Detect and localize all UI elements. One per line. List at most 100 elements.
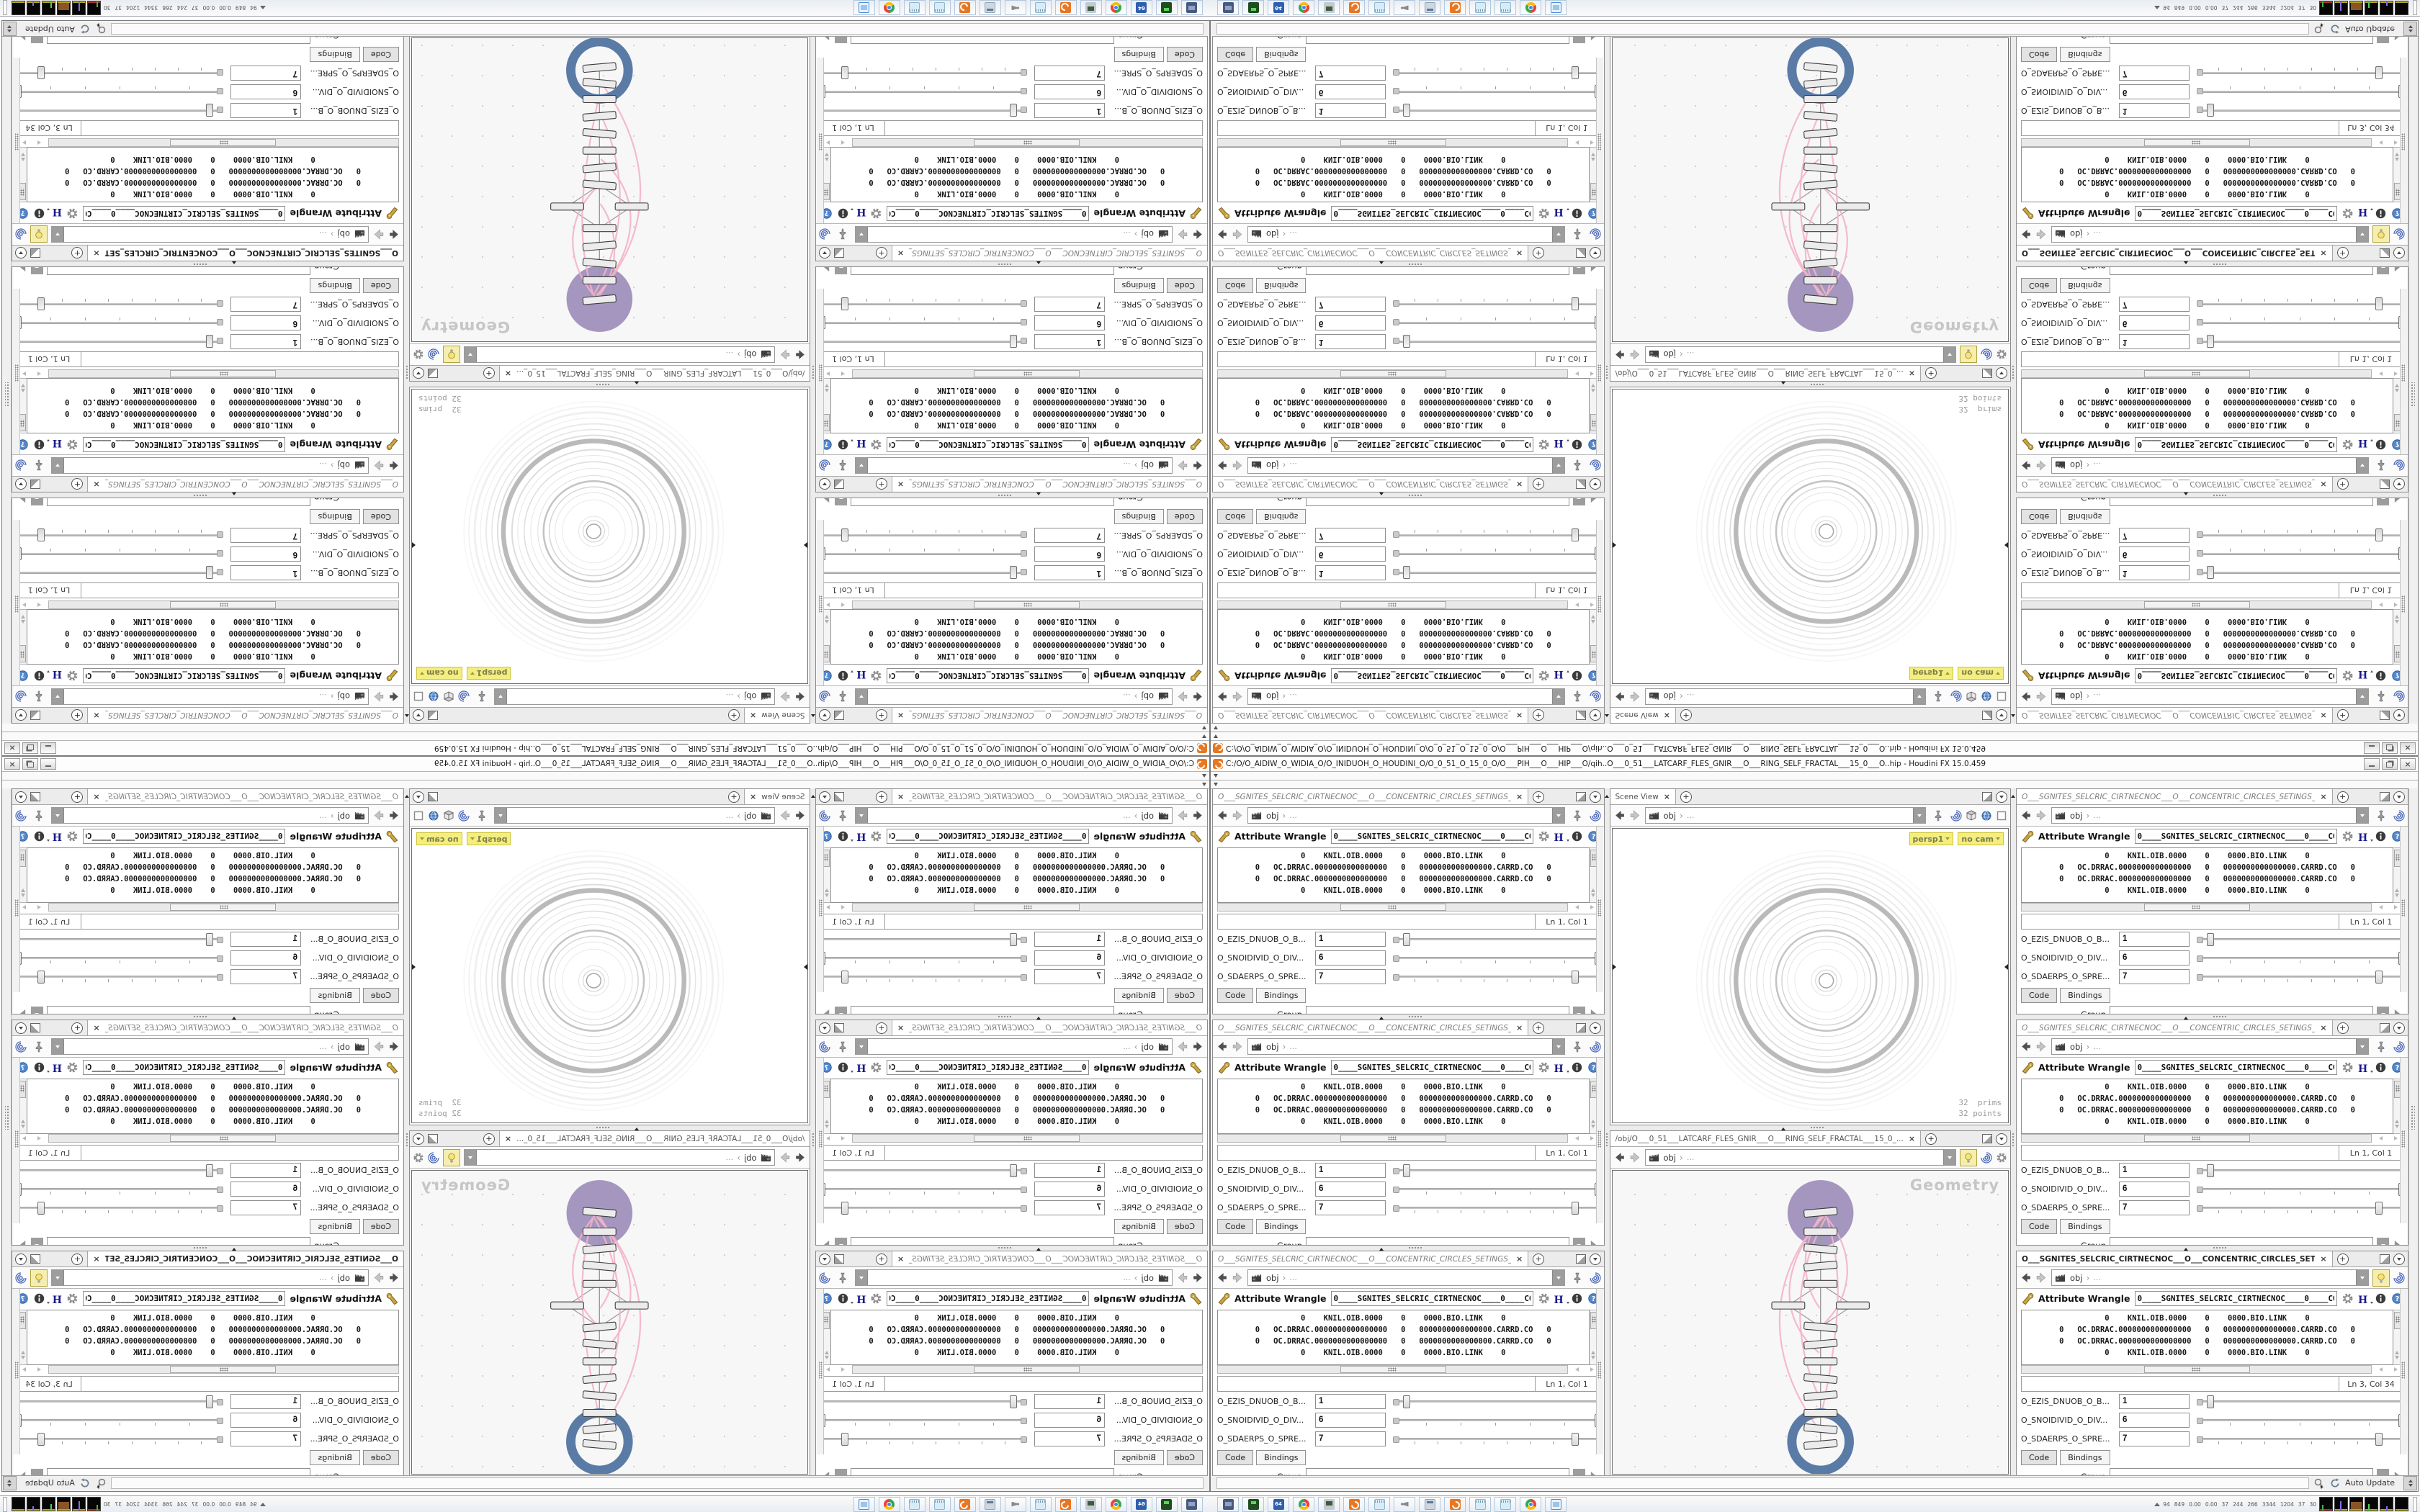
param-value-field[interactable] (1034, 1393, 1105, 1409)
scroll-left-button[interactable] (836, 370, 851, 377)
pane-splitter[interactable] (11, 1014, 404, 1020)
lamp-icon[interactable] (33, 229, 45, 240)
info-icon[interactable] (837, 1061, 849, 1074)
bindings-tab-button[interactable]: Bindings (2060, 278, 2110, 293)
editor-hscrollbar[interactable] (852, 903, 1203, 912)
info-icon[interactable] (2375, 1061, 2387, 1074)
radial-menu-icon[interactable] (819, 1272, 830, 1284)
snippet-line-input[interactable] (884, 120, 1203, 136)
back-icon[interactable] (1216, 1272, 1228, 1284)
chrome-icon[interactable] (1520, 0, 1541, 16)
scroll-left-button[interactable] (2373, 1135, 2388, 1142)
camera-nocam-dropdown[interactable]: no cam (416, 667, 462, 680)
maximize-pane-icon[interactable] (427, 369, 438, 378)
gear-icon[interactable] (870, 1292, 882, 1305)
slider-handle[interactable] (1571, 66, 1579, 79)
select-arrow-icon[interactable] (17, 1240, 27, 1246)
bindings-tab-button[interactable]: Bindings (1256, 1219, 1307, 1234)
pin-icon[interactable] (2375, 460, 2387, 472)
image-viewer-icon[interactable] (853, 1496, 875, 1512)
scroll-left-button[interactable] (2373, 1366, 2388, 1373)
path-dropdown-button[interactable] (51, 808, 64, 823)
group-field[interactable] (2110, 1468, 2374, 1476)
pane-menu-icon[interactable] (819, 1022, 831, 1034)
param-value-field[interactable] (230, 950, 301, 966)
scroll-left-button[interactable] (836, 601, 851, 608)
refresh-icon[interactable] (2329, 24, 2341, 35)
radial-menu-icon[interactable] (15, 229, 27, 240)
pin-icon[interactable] (837, 1041, 848, 1053)
wrangle-node-icon[interactable] (386, 830, 399, 843)
path-breadcrumb[interactable]: obj › ... (855, 807, 1173, 824)
snippet-line-input[interactable] (1217, 914, 1536, 930)
scroll-left-button[interactable] (836, 139, 851, 146)
pane-splitter[interactable] (815, 1014, 1208, 1020)
wrangle-node-icon[interactable] (1190, 830, 1203, 843)
new-tab-button[interactable]: + (1925, 1133, 1937, 1145)
pane-scrollbar[interactable] (1595, 58, 1603, 223)
new-tab-button[interactable]: + (1925, 367, 1937, 379)
snippet-line-input[interactable] (1217, 582, 1536, 598)
gear-icon[interactable] (2341, 1061, 2354, 1074)
node-name-field[interactable] (1330, 1060, 1533, 1075)
pane-scrollbar[interactable] (1595, 1289, 1603, 1454)
param-value-field[interactable] (1034, 1181, 1105, 1197)
back-icon[interactable] (1192, 809, 1204, 822)
back-icon[interactable] (1192, 459, 1204, 472)
slider-handle[interactable] (205, 933, 213, 946)
wrangle-node-icon[interactable] (1217, 670, 1230, 683)
back-icon[interactable] (1613, 1151, 1626, 1164)
radial-menu-icon[interactable] (15, 1041, 27, 1053)
h-presets-icon[interactable]: H (50, 206, 62, 220)
new-tab-button[interactable]: + (2336, 791, 2349, 803)
radial-menu-icon[interactable] (819, 229, 830, 240)
param-value-field[interactable] (1034, 315, 1105, 331)
pane-tab[interactable]: O___SGNITES_SELCRIC_CIRTNECNOC___O___CON… (891, 1020, 1207, 1035)
breadcrumb-root[interactable]: obj (1141, 1041, 1154, 1052)
editor-hscrollbar[interactable] (2021, 600, 2372, 609)
param-slider[interactable] (820, 104, 1028, 118)
path-breadcrumb[interactable]: obj › ... (855, 688, 1173, 705)
forward-icon[interactable] (1176, 809, 1188, 822)
maximize-pane-icon[interactable] (834, 1254, 845, 1264)
gear-icon[interactable] (1996, 349, 2007, 361)
param-value-field[interactable] (1034, 66, 1105, 81)
code-tab-button[interactable]: Code (362, 1450, 399, 1465)
slider-handle[interactable] (2375, 66, 2383, 79)
maximize-pane-icon[interactable] (1575, 711, 1586, 720)
wrangle-node-icon[interactable] (1190, 207, 1203, 220)
new-tab-button[interactable]: + (1533, 709, 1545, 721)
breadcrumb-root[interactable]: obj (1663, 349, 1677, 360)
close-tab-icon[interactable]: × (1515, 792, 1523, 801)
vex-snippet-editor[interactable]: 0 KNIL.OIB.0000 0 0000.BIO.LINK 0 0 OC.D… (2021, 847, 2394, 903)
forward-icon[interactable] (1232, 1272, 1244, 1284)
vex-snippet-editor[interactable]: 0 KNIL.OIB.0000 0 0000.BIO.LINK 0 0 OC.D… (830, 1310, 1203, 1365)
param-slider[interactable] (17, 335, 225, 349)
maximize-button[interactable] (2382, 758, 2398, 770)
column-splitter[interactable] (810, 35, 816, 724)
slider-handle[interactable] (37, 528, 45, 541)
close-tab-icon[interactable]: × (2320, 248, 2327, 258)
speaker-icon[interactable] (1394, 1496, 1415, 1512)
calculator-icon[interactable] (1419, 0, 1440, 16)
close-button[interactable]: × (4, 758, 20, 770)
pane-tab[interactable]: O___SGNITES_SELCRIC_CIRTNECNOC___O___CON… (2017, 1020, 2333, 1035)
pane-menu-icon[interactable] (1589, 709, 1601, 721)
param-slider[interactable] (2195, 297, 2403, 312)
node-name-field[interactable] (2134, 829, 2338, 844)
snippet-line-input[interactable] (884, 1376, 1203, 1392)
forward-icon[interactable] (1232, 459, 1244, 472)
bindings-tab-button[interactable]: Bindings (2060, 509, 2110, 524)
column-splitter[interactable] (810, 788, 816, 1477)
pane-menu-icon[interactable] (412, 791, 424, 803)
calculator-icon[interactable] (980, 1496, 1001, 1512)
vex-snippet-editor[interactable]: 0 KNIL.OIB.0000 0 0000.BIO.LINK 0 0 OC.D… (830, 847, 1203, 903)
path-breadcrumb[interactable]: obj › ... (2051, 226, 2370, 243)
slider-handle[interactable] (205, 1164, 213, 1177)
path-breadcrumb[interactable]: obj › ... (1644, 688, 1927, 705)
path-dropdown-button[interactable] (1551, 808, 1564, 823)
new-tab-button[interactable]: + (727, 791, 740, 803)
wrangle-node-icon[interactable] (386, 207, 399, 220)
vex-snippet-editor[interactable]: 0 KNIL.OIB.0000 0 0000.BIO.LINK 0 0 OC.D… (1217, 609, 1590, 665)
slider-handle[interactable] (2375, 1433, 2383, 1446)
